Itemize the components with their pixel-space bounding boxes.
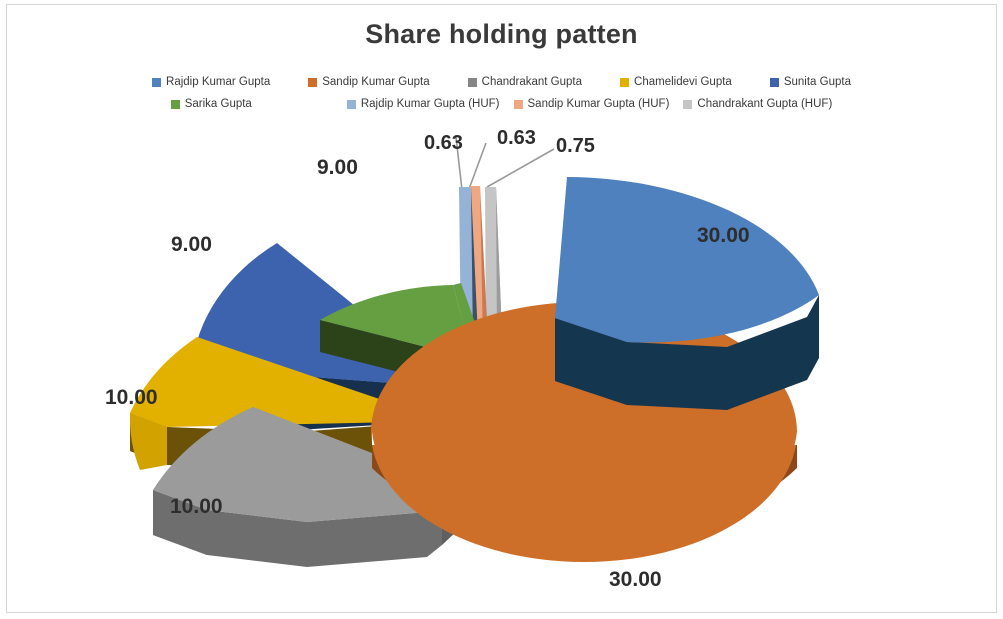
legend-label: Sandip Kumar Gupta bbox=[322, 76, 430, 88]
leader-lines bbox=[455, 136, 555, 191]
pie-slice-rajdip-kumar-gupta[interactable] bbox=[555, 177, 819, 410]
data-label-sandip-kumar-gupta: 30.00 bbox=[609, 568, 662, 591]
legend-item-chamelidevi-gupta[interactable]: Chamelidevi Gupta bbox=[620, 76, 732, 88]
legend-swatch-icon bbox=[170, 99, 180, 109]
data-label-rajdip-huf: 0.63 bbox=[424, 132, 463, 154]
legend-item-chandrakant-gupta[interactable]: Chandrakant Gupta bbox=[467, 76, 583, 88]
legend-swatch-icon bbox=[152, 77, 162, 87]
pie-plot-area[interactable]: 30.00 30.00 10.00 10.00 9.00 9.00 0.63 0… bbox=[7, 115, 998, 612]
legend-item-sunita-gupta[interactable]: Sunita Gupta bbox=[769, 76, 851, 88]
legend-swatch-icon bbox=[308, 77, 318, 87]
legend-label: Chandrakant Gupta (HUF) bbox=[697, 98, 833, 110]
legend-row-1: Rajdip Kumar Gupta Sandip Kumar Gupta Ch… bbox=[7, 71, 996, 93]
legend-label: Chandrakant Gupta bbox=[481, 76, 583, 88]
legend-item-sandip-kumar-gupta-huf[interactable]: Sandip Kumar Gupta (HUF) bbox=[513, 98, 670, 110]
chart-legend[interactable]: Rajdip Kumar Gupta Sandip Kumar Gupta Ch… bbox=[7, 71, 996, 115]
legend-swatch-icon bbox=[683, 99, 693, 109]
legend-item-rajdip-kumar-gupta-huf[interactable]: Rajdip Kumar Gupta (HUF) bbox=[346, 98, 500, 110]
legend-label: Rajdip Kumar Gupta (HUF) bbox=[360, 98, 500, 110]
legend-swatch-icon bbox=[513, 99, 523, 109]
data-label-sandip-huf: 0.63 bbox=[497, 127, 536, 149]
legend-row-2: Sarika Gupta Rajdip Kumar Gupta (HUF) Sa… bbox=[7, 93, 996, 115]
legend-label: Chamelidevi Gupta bbox=[634, 76, 732, 88]
pie-chart-svg[interactable] bbox=[7, 115, 998, 612]
legend-swatch-icon bbox=[346, 99, 356, 109]
chart-container[interactable]: Share holding patten Rajdip Kumar Gupta … bbox=[6, 4, 997, 613]
data-label-rajdip-kumar-gupta: 30.00 bbox=[697, 224, 750, 247]
legend-swatch-icon bbox=[620, 77, 630, 87]
legend-item-chandrakant-gupta-huf[interactable]: Chandrakant Gupta (HUF) bbox=[683, 98, 832, 110]
legend-swatch-icon bbox=[467, 77, 477, 87]
chart-title: Share holding patten bbox=[365, 19, 638, 49]
legend-item-rajdip-kumar-gupta[interactable]: Rajdip Kumar Gupta bbox=[152, 76, 270, 88]
legend-item-sarika-gupta[interactable]: Sarika Gupta bbox=[170, 98, 252, 110]
legend-label: Rajdip Kumar Gupta bbox=[166, 76, 271, 88]
data-label-chandrakant-gupta: 10.00 bbox=[170, 495, 223, 518]
legend-label: Sarika Gupta bbox=[184, 98, 252, 110]
legend-swatch-icon bbox=[769, 77, 779, 87]
data-label-chandrakant-huf: 0.75 bbox=[556, 135, 595, 157]
legend-label: Sandip Kumar Gupta (HUF) bbox=[527, 98, 670, 110]
data-label-sarika-gupta: 9.00 bbox=[317, 156, 358, 179]
data-label-chamelidevi-gupta: 10.00 bbox=[105, 386, 158, 409]
data-label-sunita-gupta: 9.00 bbox=[171, 233, 212, 256]
pie-slice-chandrakant-gupta[interactable] bbox=[153, 407, 457, 567]
legend-label: Sunita Gupta bbox=[783, 76, 851, 88]
legend-item-sandip-kumar-gupta[interactable]: Sandip Kumar Gupta bbox=[308, 76, 430, 88]
